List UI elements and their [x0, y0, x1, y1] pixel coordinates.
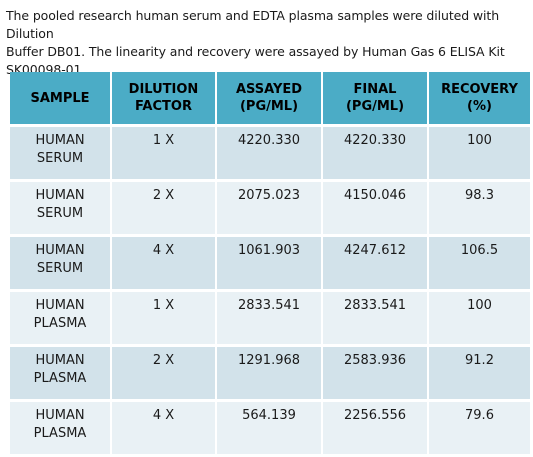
cell-dilution: 2 X [112, 347, 215, 399]
cell-dilution: 1 X [112, 292, 215, 344]
cell-assayed: 4220.330 [217, 127, 321, 179]
intro-line-2: Buffer DB01. The linearity and recovery … [6, 44, 505, 59]
linearity-recovery-table: SAMPLE DILUTION FACTOR ASSAYED (PG/ML) F… [8, 69, 532, 457]
header-final-line-2: (PG/ML) [345, 99, 405, 114]
cell-assayed: 1061.903 [217, 237, 321, 289]
header-assayed: ASSAYED (PG/ML) [217, 72, 321, 124]
header-dilution-line-2: FACTOR [135, 99, 192, 114]
cell-dilution: 4 X [112, 237, 215, 289]
cell-sample: HUMAN SERUM [10, 182, 110, 234]
sample-line-2: PLASMA [33, 371, 87, 386]
cell-final: 4220.330 [323, 127, 427, 179]
cell-final: 2833.541 [323, 292, 427, 344]
cell-assayed: 1291.968 [217, 347, 321, 399]
header-recovery-line-2: (%) [467, 99, 492, 114]
sample-line-1: HUMAN [35, 133, 85, 148]
cell-recovery: 79.6 [429, 402, 530, 454]
header-sample: SAMPLE [10, 72, 110, 124]
cell-sample: HUMAN PLASMA [10, 292, 110, 344]
table-row: HUMAN SERUM 2 X 2075.023 4150.046 98.3 [10, 182, 530, 234]
header-recovery: RECOVERY (%) [429, 72, 530, 124]
sample-line-2: PLASMA [33, 426, 87, 441]
sample-line-2: SERUM [36, 206, 84, 221]
cell-sample: HUMAN PLASMA [10, 402, 110, 454]
cell-assayed: 2833.541 [217, 292, 321, 344]
cell-sample: HUMAN PLASMA [10, 347, 110, 399]
cell-final: 4247.612 [323, 237, 427, 289]
table-row: HUMAN SERUM 4 X 1061.903 4247.612 106.5 [10, 237, 530, 289]
intro-line-1: The pooled research human serum and EDTA… [6, 8, 500, 41]
cell-final: 4150.046 [323, 182, 427, 234]
cell-dilution: 1 X [112, 127, 215, 179]
cell-recovery: 91.2 [429, 347, 530, 399]
cell-dilution: 2 X [112, 182, 215, 234]
sample-line-2: SERUM [36, 261, 84, 276]
sample-line-1: HUMAN [35, 298, 85, 313]
cell-dilution: 4 X [112, 402, 215, 454]
cell-recovery: 100 [429, 127, 530, 179]
header-assayed-line-1: ASSAYED [235, 82, 303, 97]
table-row: HUMAN SERUM 1 X 4220.330 4220.330 100 [10, 127, 530, 179]
cell-assayed: 2075.023 [217, 182, 321, 234]
cell-final: 2256.556 [323, 402, 427, 454]
header-final-line-1: FINAL [353, 82, 397, 97]
sample-line-1: HUMAN [35, 243, 85, 258]
cell-assayed: 564.139 [217, 402, 321, 454]
header-recovery-line-1: RECOVERY [441, 82, 518, 97]
cell-recovery: 106.5 [429, 237, 530, 289]
cell-recovery: 98.3 [429, 182, 530, 234]
cell-final: 2583.936 [323, 347, 427, 399]
header-dilution-factor: DILUTION FACTOR [112, 72, 215, 124]
header-assayed-line-2: (PG/ML) [239, 99, 299, 114]
header-dilution-line-1: DILUTION [128, 82, 199, 97]
table-row: HUMAN PLASMA 1 X 2833.541 2833.541 100 [10, 292, 530, 344]
sample-line-2: PLASMA [33, 316, 87, 331]
sample-line-1: HUMAN [35, 188, 85, 203]
table-row: HUMAN PLASMA 4 X 564.139 2256.556 79.6 [10, 402, 530, 454]
header-final: FINAL (PG/ML) [323, 72, 427, 124]
cell-sample: HUMAN SERUM [10, 237, 110, 289]
sample-line-2: SERUM [36, 151, 84, 166]
sample-line-1: HUMAN [35, 408, 85, 423]
table-row: HUMAN PLASMA 2 X 1291.968 2583.936 91.2 [10, 347, 530, 399]
cell-recovery: 100 [429, 292, 530, 344]
sample-line-1: HUMAN [35, 353, 85, 368]
table-header-row: SAMPLE DILUTION FACTOR ASSAYED (PG/ML) F… [10, 72, 530, 124]
intro-paragraph: The pooled research human serum and EDTA… [6, 7, 531, 79]
cell-sample: HUMAN SERUM [10, 127, 110, 179]
header-sample-line-1: SAMPLE [30, 90, 90, 106]
